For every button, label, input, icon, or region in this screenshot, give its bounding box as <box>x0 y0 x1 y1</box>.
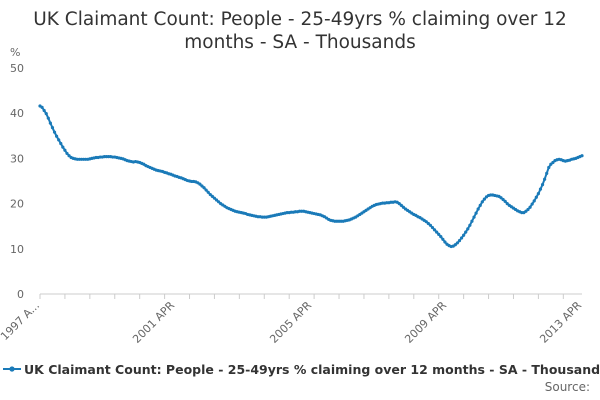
data-point <box>453 243 457 247</box>
data-point <box>206 190 210 194</box>
data-point <box>468 223 472 227</box>
data-point <box>44 112 48 116</box>
y-tick-label: 0 <box>17 288 24 301</box>
legend-marker-swatch <box>9 366 15 372</box>
data-point <box>455 241 459 245</box>
source-label: Source: <box>545 380 590 394</box>
y-tick-label: 30 <box>10 152 24 165</box>
data-point <box>48 121 52 125</box>
data-point <box>214 198 219 202</box>
series-group <box>38 104 584 249</box>
data-point <box>528 205 532 209</box>
data-point <box>397 202 401 206</box>
data-point <box>547 165 551 170</box>
data-point <box>439 235 443 239</box>
data-point <box>52 130 57 134</box>
data-point <box>435 230 439 234</box>
data-point <box>437 232 441 236</box>
data-point <box>472 215 476 219</box>
data-point <box>57 138 61 142</box>
x-axis: 1997 A... 2001 APR 2005 APR 2009 APR 2013 AP… <box>0 293 584 346</box>
data-point <box>505 202 509 206</box>
data-point <box>499 196 503 200</box>
y-axis: 0 10 20 30 40 50 <box>10 62 24 301</box>
data-point <box>501 197 505 202</box>
legend[interactable]: UK Claimant Count: People - 25-49yrs % c… <box>3 362 600 377</box>
data-point <box>441 237 445 241</box>
x-tick-label: 2001 APR <box>130 299 177 346</box>
legend-label: UK Claimant Count: People - 25-49yrs % c… <box>24 362 600 377</box>
data-point <box>459 236 464 240</box>
x-tick-label: 1997 A... <box>0 299 42 343</box>
data-point <box>424 220 428 224</box>
data-point <box>46 116 50 120</box>
data-point <box>482 197 486 201</box>
data-point <box>532 199 536 203</box>
data-point <box>457 239 462 243</box>
data-point <box>551 160 555 165</box>
data-point <box>426 221 430 226</box>
data-point <box>216 200 221 204</box>
data-point <box>430 225 435 230</box>
data-point <box>474 211 478 215</box>
data-point <box>212 196 217 200</box>
data-point <box>208 192 212 197</box>
data-point <box>543 177 547 181</box>
series-line-0 <box>39 105 583 248</box>
y-tick-label: 40 <box>10 107 24 120</box>
data-point <box>42 108 46 113</box>
data-point <box>526 207 530 212</box>
chart-title-line-2: months - SA - Thousands <box>184 32 415 53</box>
data-point <box>65 151 69 156</box>
data-point <box>480 200 484 204</box>
data-point <box>200 184 204 188</box>
data-point <box>202 186 206 190</box>
y-tick-label: 10 <box>10 243 24 256</box>
data-point <box>443 240 447 244</box>
data-point <box>61 145 65 149</box>
data-point <box>50 126 55 130</box>
x-tick-label: 2005 APR <box>267 299 314 346</box>
data-point <box>503 199 507 203</box>
data-point <box>210 194 214 198</box>
data-point <box>63 148 67 152</box>
data-point <box>466 227 470 231</box>
data-point <box>470 219 474 223</box>
data-point <box>40 105 44 109</box>
data-point <box>204 188 208 192</box>
x-tick-label: 2009 APR <box>402 299 449 346</box>
data-point <box>538 187 543 191</box>
data-point <box>428 223 433 227</box>
y-tick-label: 50 <box>10 62 24 75</box>
data-point <box>534 195 538 199</box>
x-tick-label: 2013 APR <box>537 299 584 346</box>
data-point <box>401 205 406 209</box>
data-point <box>462 233 466 237</box>
data-point <box>55 134 59 138</box>
data-point <box>198 182 202 186</box>
data-point <box>67 154 71 158</box>
data-point <box>399 203 403 208</box>
data-point <box>464 230 468 234</box>
data-point <box>549 162 553 166</box>
chart-title-line-1: UK Claimant Count: People - 25-49yrs % c… <box>33 9 567 30</box>
data-point <box>524 209 528 213</box>
y-axis-label: % <box>10 46 20 59</box>
data-point <box>580 154 584 158</box>
data-point <box>478 203 482 208</box>
data-point <box>476 207 480 211</box>
data-point <box>545 171 549 175</box>
y-tick-label: 20 <box>10 198 24 211</box>
data-point <box>530 202 534 206</box>
data-point <box>540 183 545 187</box>
data-point <box>432 228 437 232</box>
data-point <box>536 192 540 196</box>
data-point <box>59 141 63 146</box>
